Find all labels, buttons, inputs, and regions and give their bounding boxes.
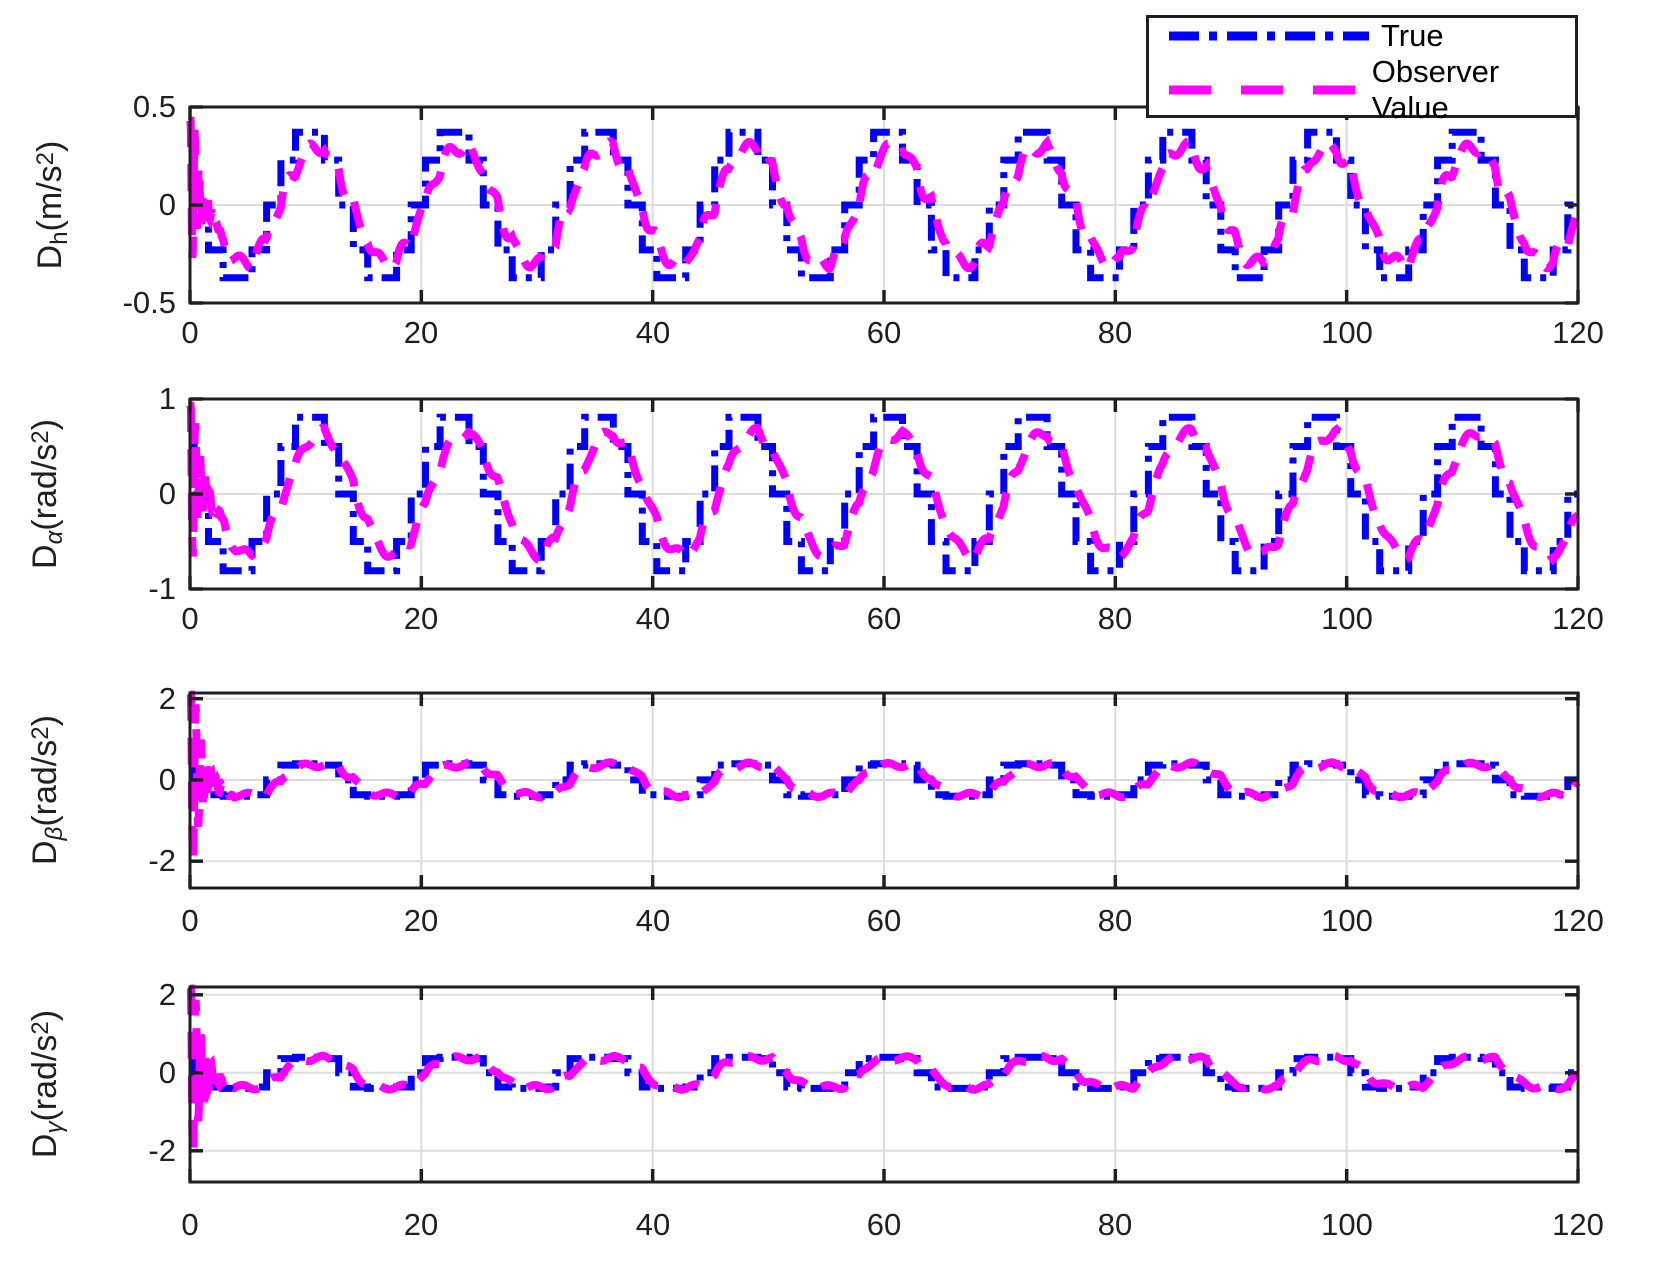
- x-tick-label: 20: [403, 601, 439, 636]
- x-tick-label: 100: [1321, 903, 1373, 938]
- plot-area-dh: [186, 105, 1582, 305]
- observer-line: [186, 984, 1578, 1157]
- x-tick-label: 120: [1552, 601, 1604, 636]
- observer-line: [186, 690, 1581, 864]
- x-tick-label: 20: [403, 1207, 439, 1242]
- legend-entry-observer: Observer Value: [1149, 54, 1575, 126]
- y-tick-label: 0.5: [132, 89, 176, 124]
- plot-area-dalpha: [186, 397, 1581, 591]
- observer-line-sample-icon: [1169, 85, 1360, 95]
- observer-line: [186, 401, 1581, 566]
- observer-line: [186, 116, 1582, 274]
- x-tick-label: 60: [866, 1207, 902, 1242]
- x-tick-label: 100: [1321, 601, 1373, 636]
- x-tick-label: 0: [181, 903, 199, 938]
- x-tick-label: 120: [1552, 903, 1604, 938]
- x-tick-label: 40: [635, 315, 671, 350]
- legend: True Observer Value: [1146, 15, 1578, 125]
- x-tick-label: 20: [403, 315, 439, 350]
- x-tick-label: 120: [1552, 315, 1604, 350]
- true-line-sample-icon: [1169, 31, 1369, 41]
- x-tick-label: 80: [1097, 1207, 1133, 1242]
- x-tick-label: 0: [181, 1207, 199, 1242]
- y-tick-label: -2: [148, 843, 176, 878]
- x-tick-label: 40: [635, 601, 671, 636]
- legend-label-true: True: [1381, 18, 1444, 53]
- y-tick-label: 0: [158, 187, 176, 222]
- legend-label-observer: Observer Value: [1371, 54, 1500, 125]
- true-line: [190, 413, 1578, 575]
- x-tick-label: 80: [1097, 601, 1133, 636]
- y-tick-label: 2: [158, 681, 176, 716]
- x-tick-label: 120: [1552, 1207, 1604, 1242]
- x-tick-label: 0: [181, 601, 199, 636]
- y-tick-label: 0: [158, 476, 176, 511]
- legend-entry-true: True: [1149, 18, 1575, 54]
- x-tick-label: 80: [1097, 315, 1133, 350]
- x-tick-label: 100: [1321, 315, 1373, 350]
- x-tick-label: 100: [1321, 1207, 1373, 1242]
- x-tick-label: 0: [181, 315, 199, 350]
- y-tick-label: -2: [148, 1133, 176, 1168]
- plot-area-dgamma: [186, 984, 1580, 1184]
- true-line: [190, 760, 1578, 800]
- y-tick-label: -1: [148, 571, 176, 606]
- x-tick-label: 60: [866, 601, 902, 636]
- plot-area-dbeta: [186, 690, 1581, 890]
- y-tick-label: 0: [158, 762, 176, 797]
- y-tick-label: 2: [158, 977, 176, 1012]
- x-tick-label: 40: [635, 1207, 671, 1242]
- y-tick-label: 1: [158, 381, 176, 416]
- x-tick-label: 40: [635, 903, 671, 938]
- x-tick-label: 60: [866, 903, 902, 938]
- y-tick-label: 0: [158, 1055, 176, 1090]
- x-tick-label: 80: [1097, 903, 1133, 938]
- y-tick-label: -0.5: [122, 285, 176, 320]
- x-tick-label: 60: [866, 315, 902, 350]
- x-tick-label: 20: [403, 903, 439, 938]
